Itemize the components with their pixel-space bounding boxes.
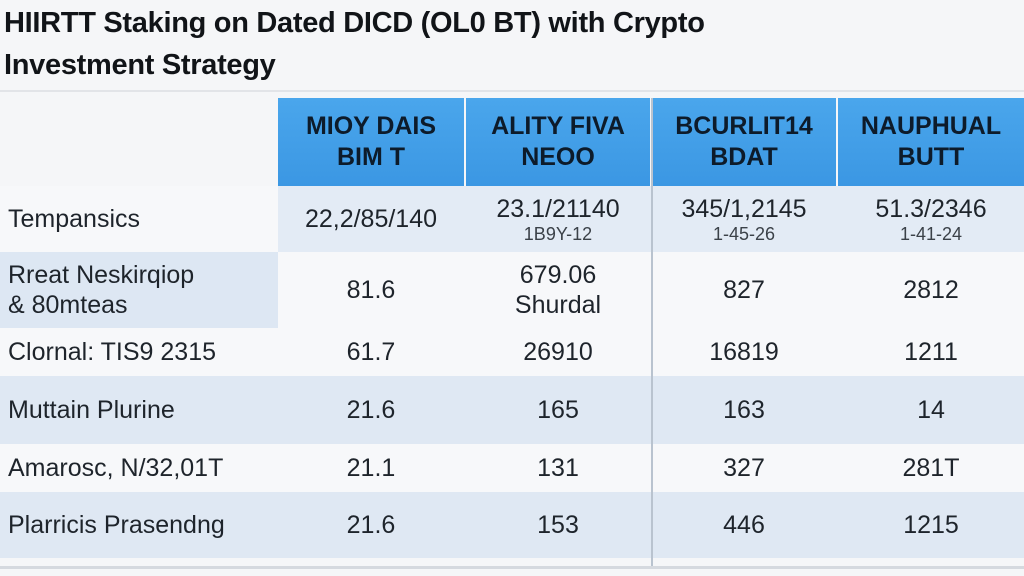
table-header-row: MIOY DAIS BIM T ALITY FIVA NEOO BCURLIT1… [0,98,1024,186]
cell-value: 153 [537,511,579,539]
title-line-2: Investment Strategy [4,49,276,81]
cell-value: 446 [723,511,765,539]
table-cell: 14 [838,376,1024,444]
cell-subvalue: Shurdal [514,291,602,319]
cell-value: 22,2/85/140 [304,205,438,233]
cell-value: 16819 [709,338,779,366]
table-cell: 1215 [838,492,1024,558]
column-header-1-line-1: MIOY DAIS [305,112,437,140]
table-cell: 51.3/2346 1-41-24 [838,186,1024,252]
cell-value: 281T [902,454,960,482]
cell-value: 21.6 [346,511,396,539]
cell-value: 1215 [903,511,959,539]
row-label: Clornal: TIS9 2315 [8,338,216,366]
column-divider [651,98,653,566]
cell-subvalue: 1-41-24 [899,224,963,244]
cell-value: 679.06 [519,261,597,289]
table-cell: 61.7 [278,328,464,376]
table-cell: 1211 [838,328,1024,376]
table-cell: 26910 [466,328,650,376]
cell-value: 51.3/2346 [875,195,987,223]
column-header-2-line-1: ALITY FIVA [491,112,625,140]
table-row: Clornal: TIS9 2315 61.7 26910 16819 1211 [0,328,1024,376]
column-header-1-line-2: BIM T [336,143,406,171]
cell-value: 1211 [904,338,958,366]
column-header-4-line-1: NAUPHUAL [860,112,1002,140]
table-cell: 16819 [652,328,836,376]
cell-subvalue: 1B9Y-12 [523,224,593,244]
cell-value: 165 [537,396,579,424]
cell-value: 21.1 [346,454,396,482]
table-cell: 23.1/21140 1B9Y-12 [466,186,650,252]
row-label: Amarosc, N/32,01T [8,454,224,482]
cell-value: 81.6 [346,276,396,304]
table-cell: 281T [838,444,1024,492]
cell-value: 61.7 [346,338,396,366]
column-header-1: MIOY DAIS BIM T [278,98,464,186]
table-cell: 165 [466,376,650,444]
data-table: MIOY DAIS BIM T ALITY FIVA NEOO BCURLIT1… [0,98,1024,558]
table-cell: 21.6 [278,492,464,558]
table-cell: 163 [652,376,836,444]
cell-value: 26910 [523,338,593,366]
table-cell: 827 [652,252,836,328]
table-row: Rreat Neskirqiop & 80mteas 81.6 679.06 S… [0,252,1024,328]
table-cell: 131 [466,444,650,492]
bottom-divider [0,566,1024,569]
table-cell: 81.6 [278,252,464,328]
column-header-4: NAUPHUAL BUTT [838,98,1024,186]
cell-value: 827 [723,276,765,304]
cell-value: 131 [537,454,579,482]
column-header-2-line-2: NEOO [521,143,595,171]
table-row: Muttain Plurine 21.6 165 163 14 [0,376,1024,444]
column-header-2: ALITY FIVA NEOO [466,98,650,186]
cell-value: 2812 [903,276,959,304]
cell-subvalue: 1-45-26 [712,224,776,244]
table-cell: 21.1 [278,444,464,492]
row-label: Tempansics [8,205,140,233]
column-header-3: BCURLIT14 BDAT [652,98,836,186]
title-line-1: HIIRTT Staking on Dated DICD (OL0 BT) wi… [4,7,705,39]
cell-value: 21.6 [346,396,396,424]
table-cell: 22,2/85/140 [278,186,464,252]
table-row: Amarosc, N/32,01T 21.1 131 327 281T [0,444,1024,492]
row-label-line-1: Rreat Neskirqiop [8,261,195,289]
column-header-3-line-1: BCURLIT14 [675,112,813,140]
column-header-4-line-2: BUTT [897,143,965,171]
page-title: HIIRTT Staking on Dated DICD (OL0 BT) wi… [4,2,1014,86]
top-divider [0,90,1024,92]
table-cell: 345/1,2145 1-45-26 [652,186,836,252]
cell-value: 14 [917,396,945,424]
row-label: Rreat Neskirqiop & 80mteas [8,252,278,328]
cell-value: 327 [723,454,765,482]
table-row: Tempansics 22,2/85/140 23.1/21140 1B9Y-1… [0,186,1024,252]
row-label: Muttain Plurine [8,396,175,424]
cell-value: 23.1/21140 [496,195,620,223]
table-row: Plarricis Prasendng 21.6 153 446 1215 [0,492,1024,558]
row-label-line-2: & 80mteas [8,291,128,319]
table-cell: 153 [466,492,650,558]
table-cell: 679.06 Shurdal [466,252,650,328]
table-cell: 327 [652,444,836,492]
table-cell: 21.6 [278,376,464,444]
row-label: Plarricis Prasendng [8,511,225,539]
cell-value: 163 [723,396,765,424]
table-cell: 446 [652,492,836,558]
table-cell: 2812 [838,252,1024,328]
column-header-3-line-2: BDAT [710,143,778,171]
cell-value: 345/1,2145 [681,195,807,223]
